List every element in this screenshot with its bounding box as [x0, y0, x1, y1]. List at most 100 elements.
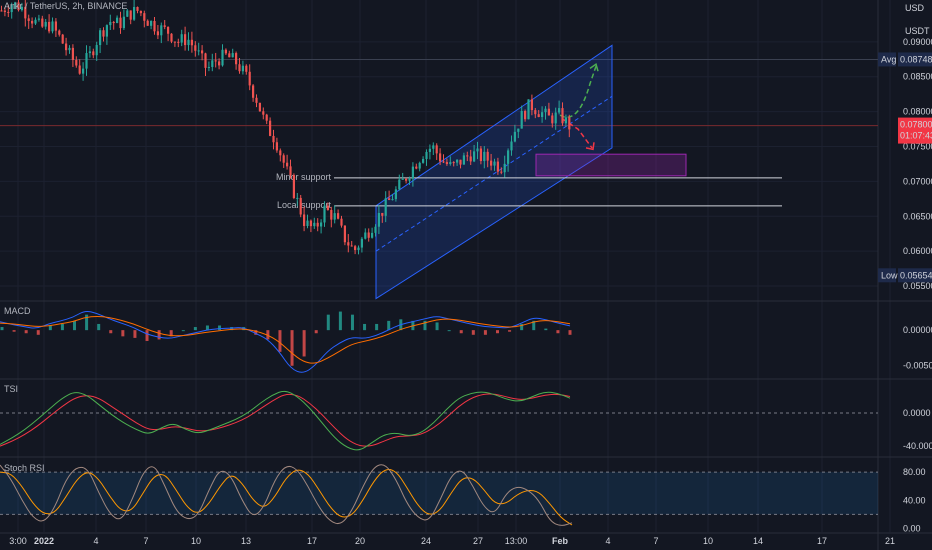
candle-body: [122, 16, 125, 29]
stoch-band: [0, 472, 878, 515]
macd-signal-line: [0, 315, 571, 364]
candle-body: [286, 162, 289, 167]
candle-body: [221, 49, 224, 66]
candle-body: [496, 161, 499, 172]
time-tick-label: 17: [817, 536, 827, 546]
macd-histogram-bar: [338, 311, 342, 331]
candle-body: [541, 112, 544, 118]
candle-body: [102, 30, 105, 37]
macd-histogram-bar: [278, 330, 282, 352]
candle-body: [231, 53, 234, 58]
macd-histogram-bar: [387, 320, 391, 331]
time-tick-label: 27: [473, 536, 483, 546]
candle-body: [554, 112, 557, 124]
candle-body: [558, 108, 561, 113]
candle-body: [190, 39, 193, 46]
candle-body: [88, 51, 91, 54]
candle-body: [435, 145, 438, 154]
candle-body: [139, 10, 142, 14]
candle-body: [422, 158, 425, 163]
candle-body: [82, 68, 85, 74]
candle-body: [126, 10, 129, 17]
macd-histogram-bar: [302, 330, 306, 357]
candle-body: [340, 218, 343, 226]
candle-body: [568, 117, 571, 130]
candle-body: [92, 51, 95, 56]
candle-body: [58, 30, 61, 35]
avg-badge: [898, 52, 932, 67]
candle-body: [466, 155, 469, 157]
candle-body: [143, 13, 146, 21]
macd-histogram-bar: [193, 327, 197, 331]
candle-body: [255, 97, 258, 103]
avg-tag: Avg: [881, 54, 896, 64]
candle-body: [173, 41, 176, 43]
candle-body: [245, 65, 248, 72]
macd-histogram-bar: [0, 327, 4, 331]
candle-body: [524, 111, 527, 120]
macd-histogram-bar: [544, 328, 548, 331]
candle-body: [326, 205, 329, 210]
candle-body: [48, 21, 51, 32]
candle-body: [109, 21, 112, 26]
macd-histogram-bar: [290, 330, 294, 366]
candle-body: [547, 108, 550, 116]
macd-label: MACD: [4, 306, 31, 316]
candle-body: [299, 197, 302, 215]
macd-histogram-bar: [508, 330, 512, 332]
candle-body: [520, 111, 523, 129]
macd-histogram-bar: [145, 330, 149, 341]
candle-body: [14, 2, 17, 6]
candle-body: [224, 49, 227, 54]
candle-body: [398, 179, 401, 190]
macd-histogram-bar: [85, 314, 89, 331]
candle-body: [517, 128, 520, 132]
candle-body: [510, 141, 513, 151]
candle-body: [7, 11, 10, 13]
time-tick-label: 3:00: [9, 536, 27, 546]
low-tag-bg: [878, 268, 896, 283]
candle-body: [153, 20, 156, 32]
candle-body: [333, 213, 336, 220]
time-tick-label: 10: [191, 536, 201, 546]
tsi-tick-label: 0.0000: [903, 408, 931, 418]
candle-body: [303, 214, 306, 226]
macd-histogram-bar: [363, 323, 367, 331]
minor-support-label: Minor support: [276, 172, 332, 182]
candle-body: [296, 197, 299, 199]
macd-histogram-bar: [73, 320, 77, 331]
candle-body: [160, 25, 163, 36]
candle-body: [197, 50, 200, 52]
time-tick-label: 7: [143, 536, 148, 546]
candle-body: [275, 142, 278, 151]
candle-body: [235, 53, 238, 65]
candle-body: [309, 220, 312, 227]
macd-histogram-bar: [157, 330, 161, 340]
candle-body: [469, 156, 472, 162]
candle-body: [452, 162, 455, 164]
candle-body: [20, 6, 23, 11]
candle-body: [357, 247, 360, 251]
candle-body: [330, 209, 333, 220]
candle-body: [272, 135, 275, 143]
macd-histogram-bar: [556, 330, 560, 334]
candle-body: [394, 189, 397, 200]
candle-body: [411, 166, 414, 179]
candle-body: [347, 242, 350, 246]
candle-body: [211, 60, 214, 67]
candle-body: [37, 18, 40, 20]
candle-body: [391, 199, 394, 201]
macd-histogram-bar: [97, 323, 101, 331]
candle-body: [3, 10, 6, 12]
macd-histogram-bar: [254, 330, 258, 335]
macd-histogram-bar: [12, 330, 16, 332]
candle-body: [381, 212, 384, 216]
candle-body: [252, 85, 255, 98]
candle-body: [248, 71, 251, 86]
candle-body: [503, 163, 506, 173]
